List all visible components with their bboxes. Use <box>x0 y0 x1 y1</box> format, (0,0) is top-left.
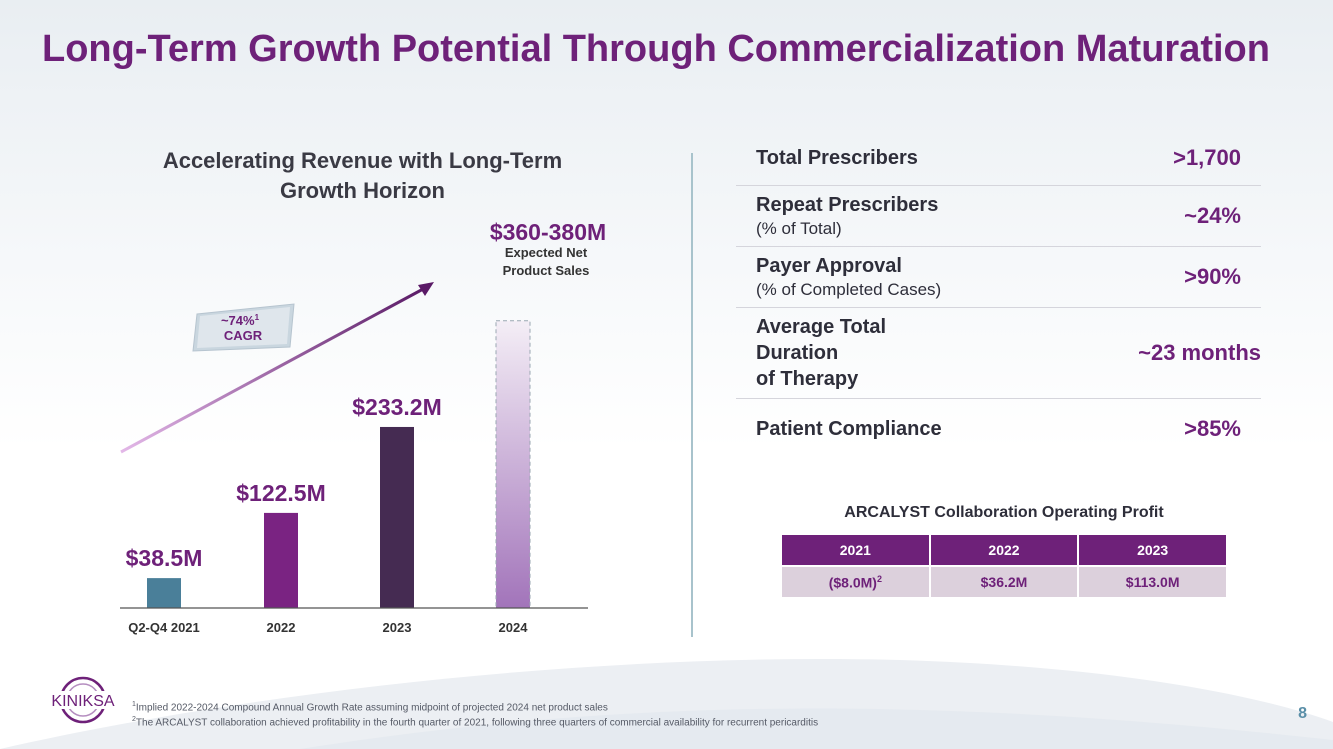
kiniksa-logo: KINIKSA <box>46 676 120 724</box>
metric-value: >1,700 <box>1173 144 1241 170</box>
metric-value: ~23 months <box>1138 340 1261 365</box>
metric-label-group: Total Prescribers <box>756 145 918 171</box>
cagr-label: CAGR <box>224 328 263 343</box>
chart-title-line2: Growth Horizon <box>280 178 445 203</box>
footnote-1-mark: 1 <box>132 701 136 708</box>
cagr-footnote-mark: 1 <box>255 313 260 322</box>
metric-value: ~24% <box>1184 203 1241 228</box>
metric-row: Average Total Duration of Therapy ~23 mon… <box>736 308 1261 399</box>
cagr-callout: ~74%1 CAGR <box>192 303 295 352</box>
profit-table: 2021 2022 2023 ($8.0M)2 $36.2M $113.0M <box>780 533 1228 599</box>
growth-arrow <box>120 286 426 454</box>
profit-value-2021: ($8.0M)2 <box>780 565 931 599</box>
footnote-2: 2The ARCALYST collaboration achieved pro… <box>132 714 818 729</box>
profit-value-2023: $113.0M <box>1077 565 1228 599</box>
profit-value-2022: $36.2M <box>928 565 1080 599</box>
bar-value-label-2: $122.5M <box>236 480 326 506</box>
profit-value-2021-text: ($8.0M) <box>828 574 877 591</box>
profit-header-2021: 2021 <box>780 533 931 567</box>
metric-label-group: Repeat Prescribers (% of Total) <box>756 192 938 240</box>
section-divider <box>691 153 693 637</box>
metric-row: Repeat Prescribers (% of Total) ~24% <box>736 186 1261 247</box>
x-tick-label-3: 2023 <box>383 620 412 635</box>
bar-value-label-3: $233.2M <box>352 394 442 420</box>
chart-title: Accelerating Revenue with Long-Term Grow… <box>120 146 605 206</box>
profit-footnote-mark: 2 <box>876 573 882 584</box>
metric-value: >90% <box>1184 264 1241 289</box>
footnote-1: 1Implied 2022-2024 Compound Annual Growt… <box>132 699 818 714</box>
footnotes: 1Implied 2022-2024 Compound Annual Growt… <box>132 699 818 730</box>
revenue-bar-chart: ~74%1 CAGR $38.5M $122.5M $233.2M $360-380M… <box>120 219 606 635</box>
metric-label-group: Payer Approval (% of Completed Cases) <box>756 253 941 301</box>
page-title: Long-Term Growth Potential Through Comme… <box>42 28 1270 70</box>
footnote-2-text: The ARCALYST collaboration achieved prof… <box>135 717 819 729</box>
bar-value-label-4: $360-380M <box>490 219 606 245</box>
metric-label-group: Average Total Duration of Therapy <box>756 314 886 392</box>
chart-title-line1: Accelerating Revenue with Long-Term <box>162 148 563 173</box>
bar-4 <box>495 320 531 609</box>
footnote-2-mark: 2 <box>132 716 136 724</box>
bar-3 <box>380 426 414 608</box>
x-tick-label-1: Q2-Q4 2021 <box>128 620 200 635</box>
profit-header-2023: 2023 <box>1077 533 1228 567</box>
metrics-table: Total Prescribers >1,700 Repeat Prescriber… <box>736 130 1261 459</box>
metric-row: Patient Compliance >85% <box>736 399 1261 459</box>
profit-table-title: ARCALYST Collaboration Operating Profit <box>844 504 1164 521</box>
metric-sublabel: (% of Total) <box>756 219 842 238</box>
logo-text: KINIKSA <box>51 693 114 710</box>
metric-row: Total Prescribers >1,700 <box>736 130 1261 186</box>
metric-label: Patient Compliance <box>756 418 942 440</box>
x-tick-label-4: 2024 <box>499 620 529 635</box>
metric-row: Payer Approval (% of Completed Cases) >90% <box>736 247 1261 308</box>
metric-label: Repeat Prescribers <box>756 194 939 216</box>
metric-sublabel: (% of Completed Cases) <box>756 280 942 299</box>
growth-arrow-head <box>418 282 434 296</box>
metric-label: Payer Approval <box>756 255 902 277</box>
decorative-wave <box>0 658 1333 749</box>
profit-header-2022: 2022 <box>928 533 1080 567</box>
footnote-1-text: Implied 2022-2024 Compound Annual Growth… <box>135 702 608 714</box>
projected-note-line2: Product Sales <box>503 263 590 278</box>
metric-label-group: Patient Compliance <box>756 416 942 442</box>
bar-value-label-1: $38.5M <box>126 545 203 571</box>
projected-note-line1: Expected Net <box>505 245 588 260</box>
x-tick-label-2: 2022 <box>267 620 296 635</box>
metric-value: >85% <box>1184 416 1241 441</box>
cagr-value-text: ~74% <box>221 313 255 328</box>
bar-2 <box>264 512 298 608</box>
bar-1 <box>147 578 181 608</box>
cagr-value: ~74%1 <box>221 313 260 328</box>
metric-label: Average Total Duration of Therapy <box>756 316 887 390</box>
metric-label: Total Prescribers <box>756 146 918 169</box>
page-number: 8 <box>1298 705 1307 722</box>
